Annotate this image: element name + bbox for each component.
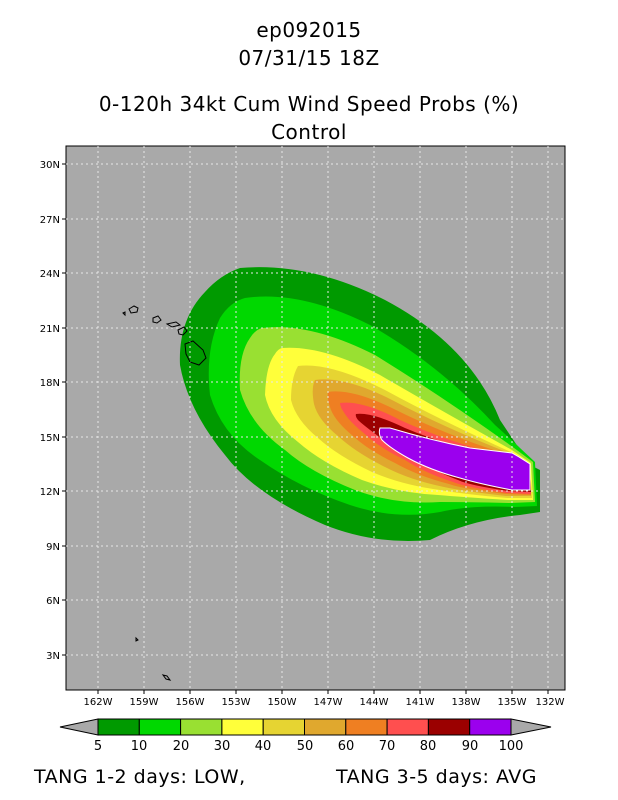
lon-label: 144W [360,697,389,708]
colorbar-swatch [180,718,223,736]
colorbar-swatch [138,718,182,736]
colorbar-label: 60 [338,739,355,754]
lat-label: 12N [40,487,60,498]
colorbar [59,718,552,736]
storm-id-title: ep092015 [256,18,362,42]
colorbar-label: 50 [297,739,314,754]
product-title: 0-120h 34kt Cum Wind Speed Probs (%) [98,92,520,116]
colorbar-swatch [262,718,306,736]
lon-label: 156W [176,697,205,708]
lon-label: 150W [268,697,297,708]
datetime-title: 07/31/15 18Z [238,46,380,70]
lat-label: 15N [40,433,60,444]
island-south-2 [161,674,172,681]
run-title: Control [271,120,347,144]
lon-label: 147W [314,697,343,708]
tang-short-range: TANG 1-2 days: LOW, [34,766,246,788]
axis-ticks [62,163,549,694]
lon-label: 162W [84,697,113,708]
lat-label: 24N [40,269,60,280]
colorbar-label: 70 [379,739,396,754]
map-grid [66,146,565,690]
colorbar-swatch [304,718,347,736]
lon-label: 153W [222,697,251,708]
colorbar-swatch [427,718,471,736]
colorbar-label: 80 [420,739,437,754]
island-kauai [128,305,139,314]
lon-label: 159W [130,697,159,708]
island-maui [177,326,188,336]
island-south-1 [135,636,139,642]
colorbar-swatch [469,718,512,736]
colorbar-label: 10 [131,739,148,754]
lon-label: 138W [452,697,481,708]
lat-label: 6N [46,596,60,607]
island-molokai [165,321,182,328]
latitude-labels: 30N 27N 24N 21N 18N 15N 12N 9N 6N 3N [40,160,60,662]
colorbar-swatch [97,718,140,736]
island-niihau [122,311,126,317]
colorbar-low-arrow [59,718,99,736]
tang-long-range: TANG 3-5 days: AVG [336,766,537,788]
probability-map: 30N 27N 24N 21N 18N 15N 12N 9N 6N 3N 162… [40,145,566,754]
contour-90 [378,427,531,491]
colorbar-label: 100 [499,739,524,754]
lat-label: 3N [46,651,60,662]
island-oahu [152,315,162,324]
lat-label: 21N [40,324,60,335]
colorbar-label: 30 [214,739,231,754]
lon-label: 132W [536,697,565,708]
colorbar-label: 20 [173,739,190,754]
colorbar-label: 5 [94,739,102,754]
lat-label: 9N [46,542,60,553]
colorbar-high-arrow [510,718,552,736]
longitude-labels: 162W 159W 156W 153W 150W 147W 144W 141W … [84,697,565,708]
colorbar-swatch [221,718,264,736]
lon-label: 135W [498,697,527,708]
island-outlines [122,305,207,681]
colorbar-swatch [386,718,429,736]
lon-label: 141W [406,697,435,708]
lat-label: 27N [40,215,60,226]
island-hawaii [184,340,207,366]
colorbar-swatch [345,718,388,736]
lat-label: 18N [40,378,60,389]
lat-label: 30N [40,160,60,171]
colorbar-labels: 5 10 20 30 40 50 60 70 80 90 100 [94,739,524,754]
colorbar-label: 40 [255,739,272,754]
colorbar-label: 90 [462,739,479,754]
